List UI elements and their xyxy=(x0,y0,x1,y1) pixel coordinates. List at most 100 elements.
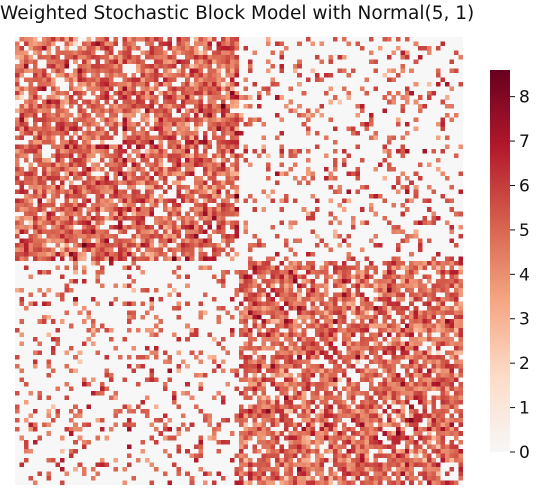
heatmap-cell xyxy=(431,328,437,333)
heatmap-cell xyxy=(333,373,338,378)
heatmap-cell xyxy=(59,274,65,279)
heatmap-cell xyxy=(310,314,316,320)
heatmap-cell xyxy=(19,95,25,100)
heatmap-cell xyxy=(82,234,87,239)
heatmap-cell xyxy=(409,261,414,266)
heatmap-cell xyxy=(203,59,208,64)
heatmap-cell xyxy=(310,440,316,445)
heatmap-cell xyxy=(167,117,172,123)
heatmap-cell xyxy=(283,104,289,109)
heatmap-cell xyxy=(333,381,338,387)
heatmap-cell xyxy=(221,399,226,405)
heatmap-cell xyxy=(243,364,249,369)
heatmap-cell xyxy=(95,184,101,190)
heatmap-cell xyxy=(288,462,293,468)
heatmap-cell xyxy=(28,292,33,297)
heatmap-cell xyxy=(185,323,190,329)
heatmap-cell xyxy=(256,153,262,159)
heatmap-cell xyxy=(297,41,302,47)
heatmap-cell xyxy=(32,37,38,42)
heatmap-cell xyxy=(454,310,459,315)
heatmap-cell xyxy=(64,229,69,235)
heatmap-cell xyxy=(373,359,378,365)
heatmap-cell xyxy=(64,95,69,100)
colorbar-tick-label: 1 xyxy=(519,399,530,419)
heatmap-cell xyxy=(185,166,190,172)
heatmap-cell xyxy=(144,122,150,127)
heatmap-cell xyxy=(445,417,450,423)
heatmap-cell xyxy=(153,346,159,351)
heatmap-cell xyxy=(23,417,29,423)
heatmap-cell xyxy=(109,41,114,47)
heatmap-cell xyxy=(386,350,392,356)
heatmap-cell xyxy=(395,381,401,387)
heatmap-cell xyxy=(37,54,42,60)
heatmap-cell xyxy=(364,462,369,468)
heatmap-cell xyxy=(185,471,190,477)
heatmap-cell xyxy=(283,413,289,418)
heatmap-cell xyxy=(153,216,159,221)
heatmap-cell xyxy=(15,390,20,396)
heatmap-cell xyxy=(68,95,74,100)
heatmap-cell xyxy=(243,377,249,383)
heatmap-cell xyxy=(413,278,419,284)
heatmap-cell xyxy=(283,287,289,293)
heatmap-cell xyxy=(431,149,437,154)
heatmap-cell xyxy=(86,216,92,221)
heatmap-cell xyxy=(373,373,378,378)
heatmap-cell xyxy=(109,72,114,78)
heatmap-cell xyxy=(221,63,226,69)
heatmap-cell xyxy=(122,77,128,82)
heatmap-cell xyxy=(364,337,369,342)
heatmap-cell xyxy=(131,99,137,105)
heatmap-cell xyxy=(149,86,154,91)
heatmap-cell xyxy=(153,377,159,383)
heatmap-cell xyxy=(149,373,154,378)
heatmap-cell xyxy=(440,386,446,391)
heatmap-cell xyxy=(104,171,110,176)
heatmap-cell xyxy=(377,390,383,396)
heatmap-cell xyxy=(122,256,128,262)
heatmap-cell xyxy=(418,368,423,374)
heatmap-cell xyxy=(144,135,150,141)
heatmap-cell xyxy=(41,189,47,194)
heatmap-cell xyxy=(319,292,325,297)
heatmap-cell xyxy=(59,153,65,159)
heatmap-cell xyxy=(144,413,150,418)
heatmap-cell xyxy=(252,305,257,311)
heatmap-cell xyxy=(440,269,446,275)
heatmap-cell xyxy=(68,153,74,159)
heatmap-cell xyxy=(382,198,387,203)
heatmap-cell xyxy=(274,431,280,436)
heatmap-cell xyxy=(59,247,65,253)
heatmap-cell xyxy=(409,440,414,445)
heatmap-cell xyxy=(413,220,419,226)
heatmap-cell xyxy=(301,373,307,378)
heatmap-cell xyxy=(59,225,65,230)
heatmap-cell xyxy=(274,476,280,481)
heatmap-cell xyxy=(395,426,401,432)
heatmap-cell xyxy=(301,278,307,284)
heatmap-cell xyxy=(122,140,128,145)
heatmap-cell xyxy=(221,162,226,167)
heatmap-cell xyxy=(113,90,119,96)
heatmap-cell xyxy=(328,54,334,60)
heatmap-cell xyxy=(212,162,217,167)
heatmap-cell xyxy=(454,390,459,396)
heatmap-cell xyxy=(458,328,463,333)
heatmap-cell xyxy=(77,462,83,468)
heatmap-cell xyxy=(149,135,154,141)
heatmap-cell xyxy=(234,171,240,176)
heatmap-cell xyxy=(64,162,69,167)
heatmap-cell xyxy=(82,377,87,383)
heatmap-cell xyxy=(131,243,137,248)
heatmap-cell xyxy=(288,449,293,454)
heatmap-cell xyxy=(382,359,387,365)
heatmap-cell xyxy=(64,234,69,239)
heatmap-cell xyxy=(256,404,262,409)
heatmap-cell xyxy=(247,426,253,432)
heatmap-cell xyxy=(144,346,150,351)
heatmap-cell xyxy=(418,431,423,436)
heatmap-cell xyxy=(279,207,284,212)
